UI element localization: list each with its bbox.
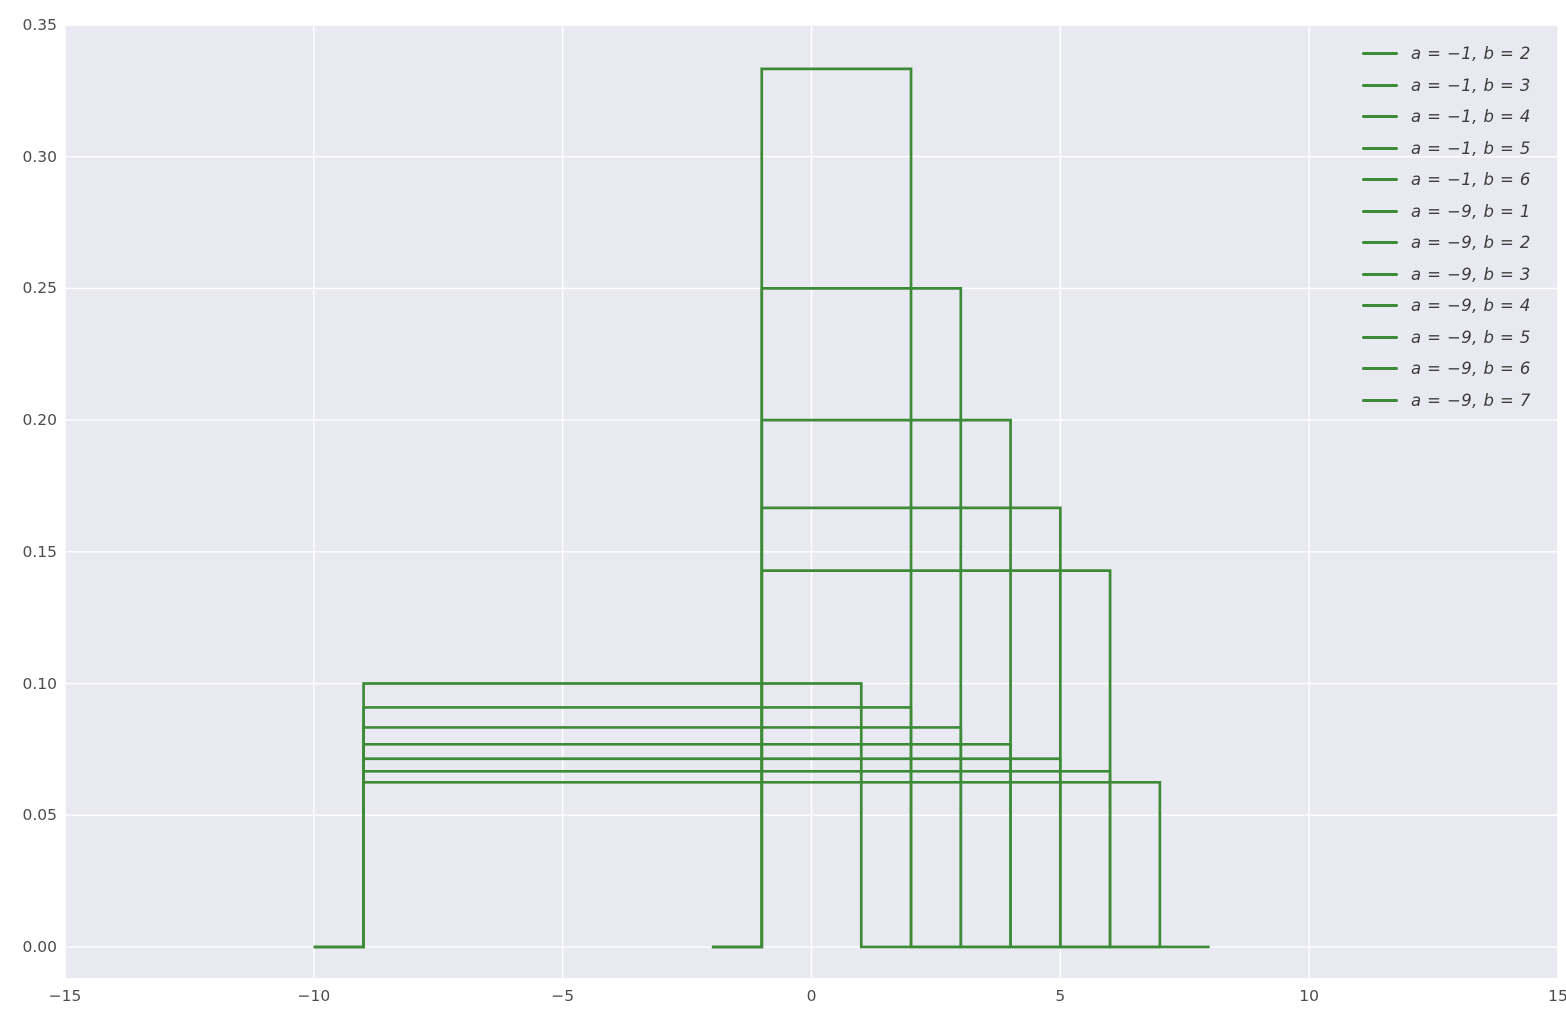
x-tick-label: 0: [806, 987, 817, 1005]
legend-line-swatch: [1362, 209, 1398, 213]
plot-area: [65, 25, 1558, 978]
x-tick-label: −15: [48, 987, 82, 1005]
pdf-curve-9: [313, 757, 1111, 949]
x-tick-label: 5: [1055, 987, 1066, 1005]
x-tick-label: −5: [551, 987, 575, 1005]
legend-label: a = −9, b = 2: [1411, 233, 1531, 253]
y-tick-label: 0.25: [22, 279, 57, 298]
legend-item-11: a = −9, b = 7: [1362, 385, 1531, 417]
x-tick-label: 15: [1548, 987, 1566, 1005]
legend-label: a = −1, b = 4: [1411, 107, 1531, 127]
legend-item-3: a = −1, b = 5: [1362, 133, 1531, 165]
legend-item-10: a = −9, b = 6: [1362, 353, 1531, 385]
x-tick-label: −10: [297, 987, 331, 1005]
y-tick-label: 0.20: [22, 411, 57, 430]
legend-line-swatch: [1362, 272, 1398, 276]
legend-line-swatch: [1362, 52, 1398, 56]
pdf-curve-10: [313, 769, 1160, 949]
legend-label: a = −1, b = 5: [1411, 138, 1531, 158]
legend-item-8: a = −9, b = 4: [1362, 290, 1531, 322]
y-tick-label: 0.30: [22, 147, 57, 166]
legend-item-5: a = −9, b = 1: [1362, 196, 1531, 228]
legend-line-swatch: [1362, 178, 1398, 182]
legend-item-2: a = −1, b = 4: [1362, 101, 1531, 133]
legend-item-4: a = −1, b = 6: [1362, 164, 1531, 196]
legend-item-1: a = −1, b = 3: [1362, 70, 1531, 102]
legend-label: a = −9, b = 4: [1411, 296, 1531, 316]
x-tick-label: 10: [1299, 987, 1320, 1005]
legend-label: a = −9, b = 1: [1411, 201, 1531, 221]
y-tick-label: 0.10: [22, 674, 57, 693]
legend-line-swatch: [1362, 304, 1398, 308]
legend: a = −1, b = 2 a = −1, b = 3 a = −1, b = 4 a…: [1362, 38, 1531, 416]
y-tick-label: 0.35: [22, 16, 57, 34]
pdf-curve-8: [313, 742, 1061, 949]
pdf-curve-11: [313, 780, 1210, 949]
legend-item-6: a = −9, b = 2: [1362, 227, 1531, 259]
legend-label: a = −9, b = 3: [1411, 264, 1531, 284]
legend-label: a = −9, b = 7: [1411, 390, 1531, 410]
y-tick-label: 0.15: [22, 542, 57, 561]
legend-label: a = −1, b = 3: [1411, 75, 1531, 95]
legend-label: a = −1, b = 2: [1411, 44, 1531, 64]
y-tick-label: 0.05: [22, 806, 57, 825]
legend-line-swatch: [1362, 367, 1398, 371]
legend-label: a = −1, b = 6: [1411, 170, 1531, 190]
legend-label: a = −9, b = 5: [1411, 327, 1531, 347]
legend-line-swatch: [1362, 398, 1398, 402]
legend-line-swatch: [1362, 83, 1398, 87]
legend-line-swatch: [1362, 335, 1398, 339]
legend-item-0: a = −1, b = 2: [1362, 38, 1531, 70]
legend-item-7: a = −9, b = 3: [1362, 259, 1531, 291]
legend-label: a = −9, b = 6: [1411, 359, 1531, 379]
legend-line-swatch: [1362, 241, 1398, 245]
legend-item-9: a = −9, b = 5: [1362, 322, 1531, 354]
legend-line-swatch: [1362, 115, 1398, 119]
legend-line-swatch: [1362, 146, 1398, 150]
pdf-curve-7: [313, 726, 1011, 949]
chart-canvas: [65, 25, 1558, 978]
y-tick-label: 0.00: [22, 937, 57, 956]
